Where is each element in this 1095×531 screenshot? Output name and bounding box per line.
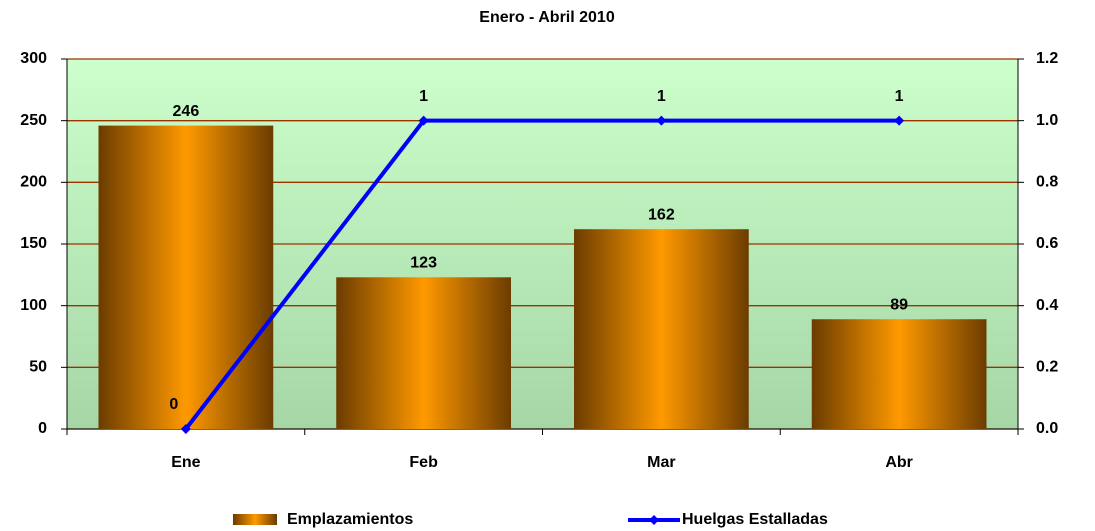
bar [574,229,749,429]
bar-label: 246 [173,103,200,120]
point-label: 1 [419,88,428,105]
x-tick-label: Abr [885,454,913,471]
marker [894,115,905,126]
y2-tick-label: 0.2 [1036,359,1058,376]
y2-tick-label: 1.2 [1036,50,1058,67]
y-tick-label: 300 [20,50,47,67]
marker [180,424,191,434]
y2-tick-label: 0.8 [1036,174,1058,191]
bar-label: 123 [410,255,437,272]
y2-tick-label: 0.4 [1036,297,1058,314]
x-tick-label: Mar [647,454,675,471]
bar [98,125,274,429]
point-label: 1 [895,88,904,105]
line [184,118,900,431]
legend-marker [649,515,659,525]
legend-label: Huelgas Estalladas [682,511,828,528]
point-label: 1 [657,88,666,105]
y2-tick-label: 0.0 [1036,420,1058,437]
bar-label: 162 [648,206,675,223]
legend-label: Emplazamientos [287,511,413,528]
y-tick-label: 250 [20,112,47,129]
y-tick-label: 200 [20,174,47,191]
y2-tick-label: 0.6 [1036,235,1058,252]
y-tick-label: 0 [38,420,47,437]
bar [811,319,987,429]
y2-tick-label: 1.0 [1036,112,1058,129]
legend-swatch [233,514,277,525]
y-tick-label: 150 [20,235,47,252]
x-tick-label: Feb [409,454,438,471]
y-tick-label: 50 [29,359,47,376]
chart-title: Enero - Abril 2010 [479,9,615,26]
point-label: 0 [169,396,178,413]
marker [656,115,667,126]
marker [418,115,429,126]
bar [336,277,511,429]
x-tick-label: Ene [171,454,200,471]
y-tick-label: 100 [20,297,47,314]
bar-label: 89 [890,296,908,313]
